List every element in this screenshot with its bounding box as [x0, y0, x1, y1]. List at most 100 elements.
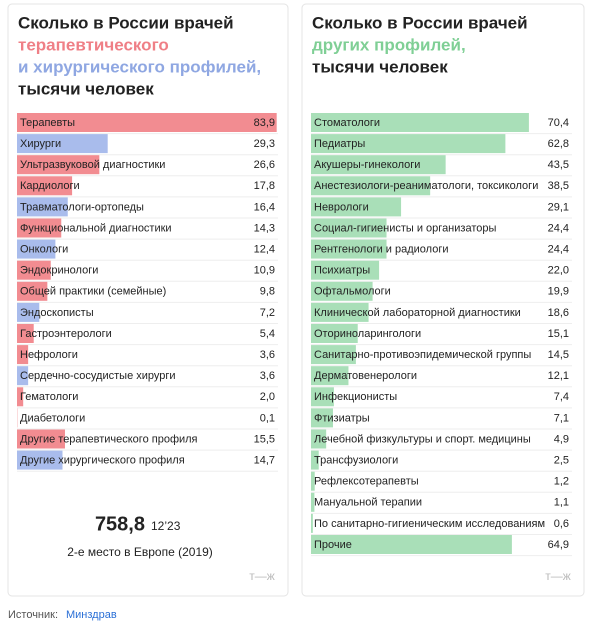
category-label: Рефлексотерапевты	[314, 476, 419, 488]
category-label: Хирурги	[20, 138, 61, 150]
total-note: 2-е место в Европе (2019)	[67, 545, 213, 559]
value-label: 1,1	[554, 497, 569, 509]
bar	[311, 155, 446, 175]
value-label: 7,4	[554, 391, 569, 403]
category-label: Анестезиологи-реаниматологи, токсикологи	[314, 180, 538, 192]
value-label: 19,9	[548, 286, 569, 298]
bar	[311, 387, 334, 407]
value-label: 1,2	[554, 476, 569, 488]
category-label: Эндокринологи	[20, 265, 98, 277]
bar	[17, 218, 62, 238]
category-label: Социал-гигиенисты и организаторы	[314, 222, 496, 234]
value-label: 83,9	[254, 117, 275, 129]
category-label: Инфекционисты	[314, 391, 397, 403]
value-label: 4,9	[554, 433, 569, 445]
category-label: Терапевты	[20, 117, 75, 129]
bar	[311, 239, 387, 259]
bar	[311, 429, 327, 449]
bar	[311, 535, 512, 554]
bar	[311, 345, 356, 365]
value-label: 24,4	[548, 244, 569, 256]
total-value: 758,8	[95, 513, 145, 535]
value-label: 38,5	[548, 180, 569, 192]
value-label: 17,8	[254, 180, 275, 192]
bar	[311, 197, 402, 217]
value-label: 16,4	[254, 201, 275, 213]
category-label: Гематологи	[20, 391, 78, 403]
value-label: 10,9	[254, 265, 275, 277]
bar	[311, 324, 358, 343]
category-label: Психиатры	[314, 265, 370, 277]
value-label: 22,0	[548, 265, 569, 277]
value-label: 29,1	[548, 201, 569, 213]
category-label: Эндоскописты	[20, 307, 94, 319]
bar	[17, 260, 51, 280]
value-label: 26,6	[254, 159, 275, 171]
value-label: 64,9	[548, 539, 569, 551]
category-label: По санитарно-гигиеническим исследованиям	[314, 518, 545, 530]
category-label: Рентгенологи и радиологи	[314, 244, 449, 256]
bar	[311, 176, 431, 196]
value-label: 5,4	[260, 328, 275, 340]
category-label: Оториноларингологи	[314, 328, 421, 340]
bar	[311, 260, 380, 280]
value-label: 12,4	[254, 244, 275, 256]
category-label: Общей практики (семейные)	[20, 286, 166, 298]
source-label: Источник:	[8, 609, 58, 621]
bar	[311, 302, 369, 322]
value-label: 29,3	[254, 138, 275, 150]
category-label: Педиатры	[314, 138, 365, 150]
category-label: Стоматологи	[314, 117, 380, 129]
category-label: Офтальмологи	[314, 286, 391, 298]
bar	[17, 113, 277, 132]
category-label: Онкологи	[20, 244, 68, 256]
bar	[311, 281, 373, 301]
category-label: Ультразвуковой диагностики	[20, 159, 165, 171]
chart-title: тысячи человек	[312, 57, 448, 76]
category-label: Кардиологи	[20, 180, 80, 192]
category-label: Другие хирургического профиля	[20, 455, 185, 467]
category-label: Другие терапевтического профиля	[20, 433, 198, 445]
category-label: Прочие	[314, 539, 352, 551]
category-label: Мануальной терапии	[314, 497, 422, 509]
value-label: 62,8	[548, 138, 569, 150]
bar	[17, 176, 73, 196]
value-label: 70,4	[548, 117, 569, 129]
chart-title: Сколько в России врачей	[18, 13, 234, 32]
bar	[17, 239, 56, 259]
value-label: 0,1	[260, 412, 275, 424]
chart-title: тысячи человек	[18, 79, 154, 98]
value-label: 9,8	[260, 286, 275, 298]
bar	[17, 281, 48, 301]
bar	[311, 471, 315, 491]
category-label: Дерматовенерологи	[314, 370, 417, 382]
bar	[311, 492, 315, 512]
category-label: Трансфузиологи	[314, 455, 398, 467]
bar	[311, 513, 313, 533]
value-label: 14,3	[254, 222, 275, 234]
bar	[17, 302, 40, 322]
category-label: Сердечно-сосудистые хирурги	[20, 370, 176, 382]
chart-title: Сколько в России врачей	[312, 13, 528, 32]
bar	[17, 134, 108, 154]
category-label: Нефрологи	[20, 349, 78, 361]
bar	[17, 387, 24, 407]
value-label: 43,5	[548, 159, 569, 171]
value-label: 15,1	[548, 328, 569, 340]
category-label: Лечебной физкультуры и спорт. медицины	[314, 433, 531, 445]
value-label: 7,2	[260, 307, 275, 319]
chart-title: других профилей,	[312, 35, 466, 54]
bar	[311, 218, 387, 238]
value-label: 14,5	[548, 349, 569, 361]
chart-title: терапевтического	[18, 35, 169, 54]
bar	[17, 450, 63, 470]
category-label: Функциональной диагностики	[20, 222, 172, 234]
logo: т—ж	[249, 569, 275, 583]
source-link[interactable]: Минздрав	[66, 609, 117, 621]
value-label: 14,7	[254, 455, 275, 467]
bar	[17, 366, 29, 386]
category-label: Фтизиатры	[314, 412, 370, 424]
bar	[17, 324, 34, 343]
bar	[311, 408, 333, 428]
